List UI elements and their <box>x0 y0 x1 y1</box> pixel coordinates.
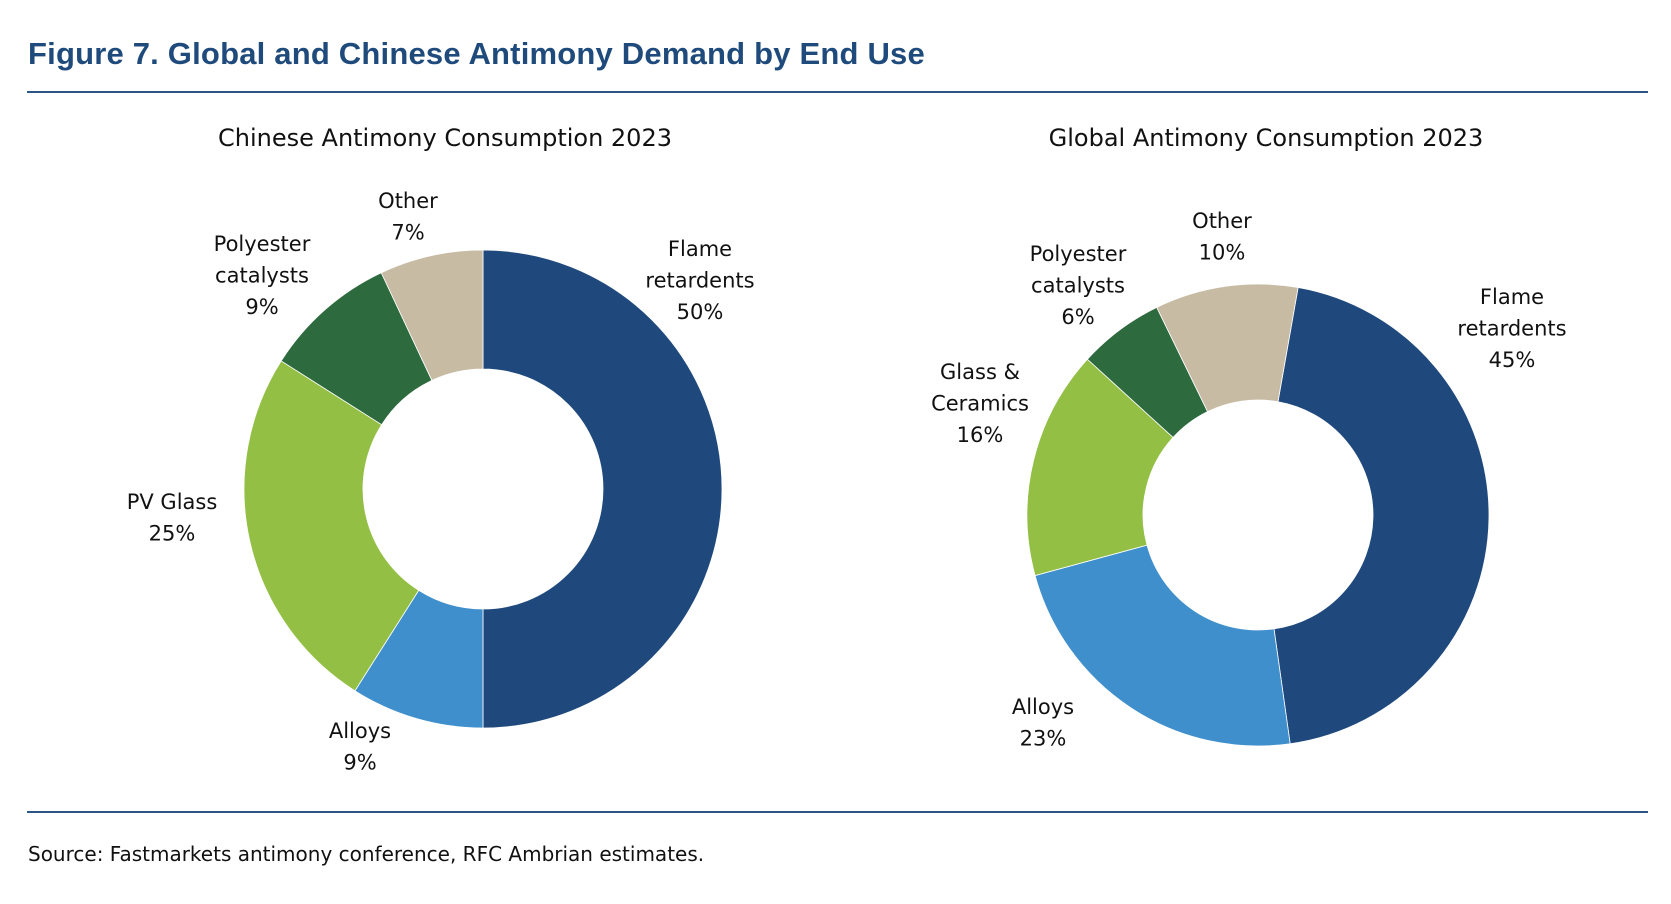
slice-name-label: Alloys <box>329 719 391 743</box>
slice-label: Other 7% <box>378 189 438 245</box>
slice-name-label: Glass & <box>940 360 1020 384</box>
slice-value-label: 16% <box>957 423 1004 447</box>
slice-name-label: PV Glass <box>127 490 218 514</box>
slice-value-label: 25% <box>149 522 196 546</box>
slice-name-label: Other <box>1192 209 1252 233</box>
slice-pv-glass <box>243 360 420 692</box>
slice-name-label: Polyester <box>1030 242 1127 266</box>
slice-name-label: retardents <box>645 269 754 293</box>
slice-value-label: 45% <box>1489 348 1536 372</box>
slice-value-label: 50% <box>677 300 724 324</box>
slice-label: Other 10% <box>1192 209 1252 265</box>
global-donut: Flame retardents 45% Alloys 23% Glass & Cerami… <box>931 209 1567 751</box>
global-chart-title: Global Antimony Consumption 2023 <box>1048 124 1484 152</box>
slice-label: Flame retardents 45% <box>1457 285 1566 372</box>
slice-label: PV Glass 25% <box>127 490 218 546</box>
slice-value-label: 9% <box>343 751 376 775</box>
slice-name-label: catalysts <box>215 264 309 288</box>
chinese-chart-title: Chinese Antimony Consumption 2023 <box>218 124 672 152</box>
slice-other <box>1156 283 1299 413</box>
slice-value-label: 7% <box>391 221 424 245</box>
slice-glass-ceramics <box>1026 358 1174 577</box>
slice-label: Polyester catalysts 6% <box>1030 242 1127 329</box>
slice-name-label: Flame <box>1480 285 1544 309</box>
slice-name-label: Ceramics <box>931 392 1029 416</box>
figure-title: Figure 7. Global and Chinese Antimony De… <box>28 36 925 71</box>
slice-value-label: 9% <box>245 295 278 319</box>
slice-name-label: Polyester <box>214 232 311 256</box>
slice-label: Alloys 23% <box>1012 695 1074 751</box>
bottom-rule <box>27 811 1648 813</box>
slice-alloys <box>1034 544 1291 747</box>
slice-name-label: catalysts <box>1031 274 1125 298</box>
slice-flame-retardents <box>1273 287 1490 745</box>
source-note: Source: Fastmarkets antimony conference,… <box>28 842 705 866</box>
slice-value-label: 23% <box>1020 727 1067 751</box>
slice-other <box>380 249 484 381</box>
slice-label: Flame retardents 50% <box>645 237 754 324</box>
slice-label: Polyester catalysts 9% <box>214 232 311 319</box>
slice-value-label: 6% <box>1061 305 1094 329</box>
slice-value-label: 10% <box>1199 241 1246 265</box>
chinese-donut: Flame retardents 50% Alloys 9% PV Glass 25% Pol… <box>127 189 755 775</box>
slice-name-label: Other <box>378 189 438 213</box>
slice-name-label: Alloys <box>1012 695 1074 719</box>
slice-name-label: retardents <box>1457 317 1566 341</box>
slice-label: Alloys 9% <box>329 719 391 775</box>
slice-name-label: Flame <box>668 237 732 261</box>
slice-flame-retardents <box>482 249 723 729</box>
top-rule <box>27 91 1648 93</box>
slice-label: Glass & Ceramics 16% <box>931 360 1029 447</box>
